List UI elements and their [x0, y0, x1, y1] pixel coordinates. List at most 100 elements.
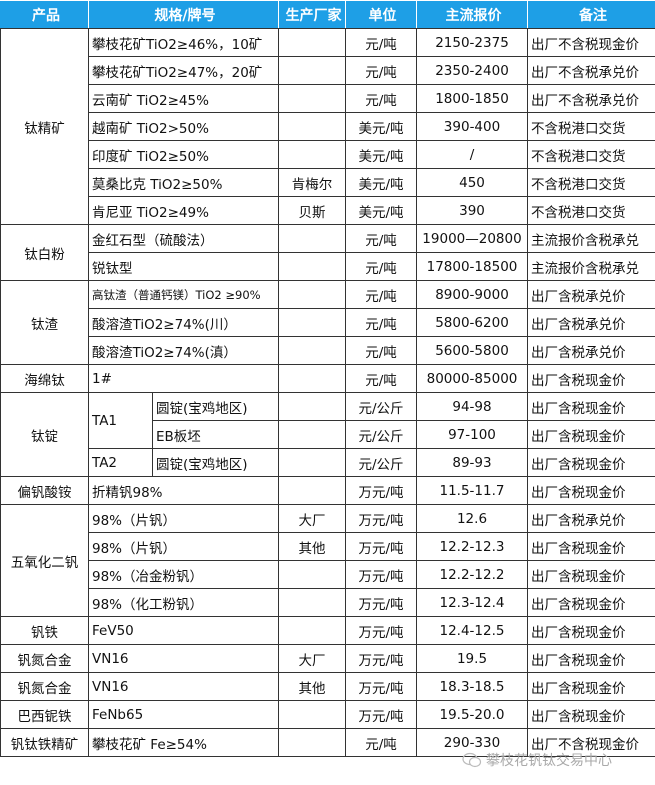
note-cell: 出厂含税现金价 — [527, 532, 655, 561]
unit-cell: 元/公斤 — [345, 448, 417, 477]
maker-cell — [278, 616, 346, 645]
note-cell: 出厂不含税现金价 — [527, 28, 655, 57]
unit-cell: 万元/吨 — [345, 672, 417, 701]
spec-cell: 莫桑比克 TiO2≥50% — [88, 168, 279, 197]
spec-cell: 98%（化工粉钒） — [88, 588, 279, 617]
note-cell: 出厂含税现金价 — [527, 448, 655, 477]
price-cell: 19.5-20.0 — [416, 700, 528, 729]
table-row: 钒氮合金 VN16 大厂 万元/吨 19.5 出厂含税现金价 — [0, 644, 655, 673]
spec-cell: 锐钛型 — [88, 252, 279, 281]
maker-cell: 肯梅尔 — [278, 168, 346, 197]
unit-cell: 元/公斤 — [345, 420, 417, 449]
spec-cell: 印度矿 TiO2≥50% — [88, 140, 279, 169]
table-row: 98%（片钒） 其他 万元/吨 12.2-12.3 出厂含税现金价 — [1, 532, 655, 561]
unit-cell: 万元/吨 — [345, 616, 417, 645]
note-cell: 出厂含税承兑价 — [527, 308, 655, 337]
table-row: 酸溶渣TiO2≥74%(滇） 元/吨 5600-5800 出厂含税承兑价 — [1, 336, 655, 365]
unit-cell: 万元/吨 — [345, 644, 417, 673]
table-row: 越南矿 TiO2>50% 美元/吨 390-400 不含税港口交货 — [1, 112, 655, 141]
maker-cell — [278, 336, 346, 365]
price-cell: 19000—20800 — [416, 224, 528, 253]
unit-cell: 万元/吨 — [345, 476, 417, 505]
table-row: 莫桑比克 TiO2≥50% 肯梅尔 美元/吨 450 不含税港口交货 — [1, 168, 655, 197]
unit-cell: 美元/吨 — [345, 168, 417, 197]
note-cell: 出厂含税现金价 — [527, 588, 655, 617]
spec-cell: 圆锭(宝鸡地区) — [152, 448, 279, 477]
note-cell: 出厂含税承兑价 — [527, 504, 655, 533]
price-cell: 5600-5800 — [416, 336, 528, 365]
note-cell: 主流报价含税承兑 — [527, 252, 655, 281]
maker-cell: 贝斯 — [278, 196, 346, 225]
table-row: 钛渣 高钛渣（普通钙镁）TiO2 ≥90% 元/吨 8900-9000 出厂含税承兑价 — [0, 280, 655, 365]
table-row: 钒氮合金 VN16 其他 万元/吨 18.3-18.5 出厂含税现金价 — [0, 672, 655, 701]
table-row: 偏钒酸铵 折精钒98% 万元/吨 11.5-11.7 出厂含税现金价 — [0, 476, 655, 505]
grade-cell: TA1 — [88, 392, 153, 449]
product-cell: 钒钛铁精矿 — [0, 728, 89, 757]
price-cell: 12.3-12.4 — [416, 588, 528, 617]
unit-cell: 元/吨 — [345, 364, 417, 393]
price-cell: 450 — [416, 168, 528, 197]
table-row: TA2 圆锭(宝鸡地区) 元/公斤 89-93 出厂含税现金价 — [1, 448, 655, 477]
spec-cell: EB板坯 — [152, 420, 279, 449]
note-cell: 出厂含税现金价 — [527, 560, 655, 589]
maker-cell: 其他 — [278, 672, 346, 701]
price-cell: 1800-1850 — [416, 84, 528, 113]
maker-cell — [278, 728, 346, 757]
product-cell: 巴西铌铁 — [0, 700, 89, 729]
spec-cell: 越南矿 TiO2>50% — [88, 112, 279, 141]
header-note: 备注 — [527, 0, 655, 29]
unit-cell: 美元/吨 — [345, 112, 417, 141]
spec-cell: 酸溶渣TiO2≥74%(滇） — [88, 336, 279, 365]
table-row: 五氧化二钒 98%（片钒） 大厂 万元/吨 12.6 出厂含税承兑价 — [0, 504, 655, 617]
table-body: 钛精矿 攀枝花矿TiO2≥46%，10矿 元/吨 2150-2375 出厂不含税现金价攀… — [0, 28, 655, 757]
watermark: 攀枝花钒钛交易中心 — [462, 750, 612, 770]
maker-cell: 其他 — [278, 532, 346, 561]
maker-cell — [278, 252, 346, 281]
maker-cell — [278, 420, 346, 449]
table-row: 98%（冶金粉钒） 万元/吨 12.2-12.2 出厂含税现金价 — [1, 560, 655, 589]
note-cell: 出厂不含税承兑价 — [527, 84, 655, 113]
price-cell: 17800-18500 — [416, 252, 528, 281]
spec-cell: 攀枝花矿TiO2≥47%，20矿 — [88, 56, 279, 85]
spec-cell: 高钛渣（普通钙镁）TiO2 ≥90% — [88, 280, 279, 309]
table-row: 肯尼亚 TiO2≥49% 贝斯 美元/吨 390 不含税港口交货 — [1, 196, 655, 225]
spec-cell: 云南矿 TiO2≥45% — [88, 84, 279, 113]
price-cell: 19.5 — [416, 644, 528, 673]
price-cell: 18.3-18.5 — [416, 672, 528, 701]
table-row: 钛精矿 攀枝花矿TiO2≥46%，10矿 元/吨 2150-2375 出厂不含税现金价 — [0, 28, 655, 225]
unit-cell: 万元/吨 — [345, 504, 417, 533]
header-maker: 生产厂家 — [278, 0, 346, 29]
price-cell: 97-100 — [416, 420, 528, 449]
price-cell: 12.2-12.3 — [416, 532, 528, 561]
spec-cell: 98%（片钒） — [88, 504, 279, 533]
price-cell: 12.4-12.5 — [416, 616, 528, 645]
spec-cell: 折精钒98% — [88, 476, 279, 505]
unit-cell: 元/吨 — [345, 280, 417, 309]
unit-cell: 万元/吨 — [345, 560, 417, 589]
maker-cell — [278, 28, 346, 57]
price-cell: 12.6 — [416, 504, 528, 533]
price-cell: 12.2-12.2 — [416, 560, 528, 589]
note-cell: 不含税港口交货 — [527, 112, 655, 141]
table-row: 钒钛铁精矿 攀枝花矿 Fe≥54% 元/吨 290-330 出厂不含税现金价 — [0, 728, 655, 757]
product-cell: 钒铁 — [0, 616, 89, 645]
product-cell: 五氧化二钒 — [0, 504, 89, 617]
maker-cell — [278, 112, 346, 141]
header-unit: 单位 — [345, 0, 417, 29]
spec-cell: 攀枝花矿TiO2≥46%，10矿 — [88, 28, 279, 57]
unit-cell: 元/吨 — [345, 728, 417, 757]
note-cell: 出厂含税承兑价 — [527, 280, 655, 309]
product-cell: 偏钒酸铵 — [0, 476, 89, 505]
spec-cell: 金红石型（硫酸法） — [88, 224, 279, 253]
price-cell: / — [416, 140, 528, 169]
unit-cell: 万元/吨 — [345, 532, 417, 561]
product-cell: 海绵钛 — [0, 364, 89, 393]
table-header-row: 产品 规格/牌号 生产厂家 单位 主流报价 备注 — [0, 0, 655, 29]
table-row: 巴西铌铁 FeNb65 万元/吨 19.5-20.0 出厂含税现金价 — [0, 700, 655, 729]
unit-cell: 元/吨 — [345, 56, 417, 85]
unit-cell: 元/吨 — [345, 28, 417, 57]
unit-cell: 元/吨 — [345, 252, 417, 281]
spec-cell: 攀枝花矿 Fe≥54% — [88, 728, 279, 757]
price-cell: 8900-9000 — [416, 280, 528, 309]
maker-cell — [278, 140, 346, 169]
